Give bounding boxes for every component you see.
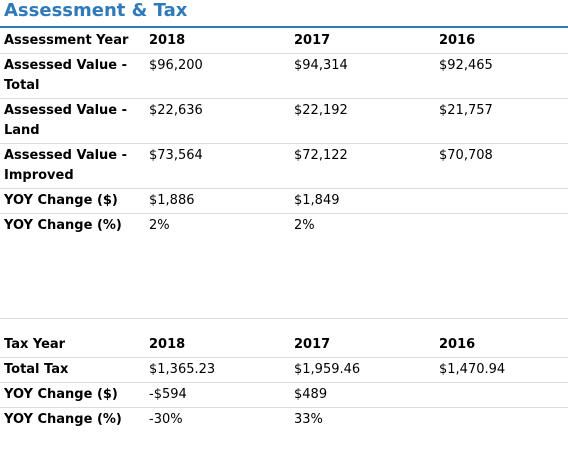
cell-value: $1,365.23: [145, 357, 290, 383]
cell-value: 2%: [294, 218, 315, 233]
cell-value: 33%: [294, 412, 323, 427]
tax-year-label: Tax Year: [0, 333, 145, 358]
cell-value: $92,465: [435, 53, 568, 99]
tax-year-2017: 2017: [290, 333, 435, 358]
row-label: YOY Change ($): [0, 188, 145, 214]
cell-value: $1,886: [145, 188, 290, 214]
cell-value: -30%: [149, 412, 183, 427]
cell-value: [435, 214, 568, 239]
section-title: Assessment & Tax: [4, 0, 188, 21]
table-row: Assessed Value - Land $22,636 $22,192 $2…: [0, 98, 568, 144]
cell-value: $22,192: [290, 98, 435, 144]
row-label: YOY Change (%): [4, 412, 122, 427]
section-divider: [0, 318, 568, 319]
table-row: YOY Change ($) $1,886 $1,849: [0, 188, 568, 214]
assessment-year-2016: 2016: [435, 29, 568, 54]
cell-value: [435, 382, 568, 408]
cell-value: $21,757: [435, 98, 568, 144]
cell-value: [435, 188, 568, 214]
table-row: Assessed Value - Total $96,200 $94,314 $…: [0, 53, 568, 99]
table-row: Total Tax $1,365.23 $1,959.46 $1,470.94: [0, 357, 568, 383]
cell-value: $1,849: [290, 188, 435, 214]
row-label: Assessed Value - Land: [0, 98, 145, 144]
cell-value: $96,200: [145, 53, 290, 99]
tax-year-2016: 2016: [435, 333, 568, 358]
assessment-year-label: Assessment Year: [0, 29, 145, 54]
assessment-table: Assessment Year 2018 2017 2016 Assessed …: [0, 29, 568, 238]
cell-value: [435, 408, 568, 433]
assessment-year-2017: 2017: [290, 29, 435, 54]
assessment-header-row: Assessment Year 2018 2017 2016: [0, 29, 568, 54]
table-row: YOY Change ($) -$594 $489: [0, 382, 568, 408]
assessment-year-2018: 2018: [145, 29, 290, 54]
cell-value: $70,708: [435, 143, 568, 189]
cell-value: $1,470.94: [435, 357, 568, 383]
tax-table: Tax Year 2018 2017 2016 Total Tax $1,365…: [0, 333, 568, 432]
cell-value: $94,314: [290, 53, 435, 99]
cell-value: $22,636: [145, 98, 290, 144]
cell-value: $72,122: [290, 143, 435, 189]
table-row: YOY Change (%) 2% 2%: [0, 214, 568, 239]
cell-value: $73,564: [145, 143, 290, 189]
cell-value: -$594: [145, 382, 290, 408]
table-row: YOY Change (%) -30% 33%: [0, 408, 568, 433]
cell-value: $489: [290, 382, 435, 408]
row-label: Assessed Value - Total: [0, 53, 145, 99]
tax-year-2018: 2018: [145, 333, 290, 358]
cell-value: 2%: [149, 218, 170, 233]
row-label: Total Tax: [0, 357, 145, 383]
row-label: YOY Change (%): [4, 218, 122, 233]
row-label: Assessed Value - Improved: [0, 143, 145, 189]
tax-header-row: Tax Year 2018 2017 2016: [0, 333, 568, 358]
row-label: YOY Change ($): [0, 382, 145, 408]
table-row: Assessed Value - Improved $73,564 $72,12…: [0, 143, 568, 189]
cell-value: $1,959.46: [290, 357, 435, 383]
title-divider: [0, 26, 568, 28]
